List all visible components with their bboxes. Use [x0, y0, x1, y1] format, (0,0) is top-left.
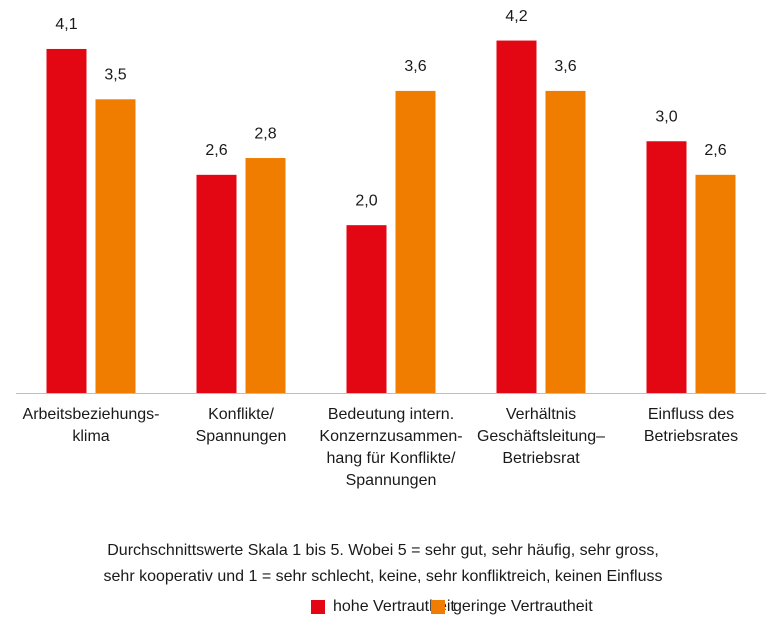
note: sehr kooperativ und 1 = sehr schlecht, k… — [104, 568, 663, 585]
x-tick-label-line: Betriebsrat — [502, 450, 580, 467]
x-tick-label: Einfluss des Betriebsrates — [644, 406, 738, 445]
value-label: 2,6 — [205, 142, 227, 159]
bar — [496, 40, 537, 393]
x-tick-label-line: Bedeutung intern. — [328, 406, 454, 423]
value-label: 3,6 — [404, 58, 426, 75]
x-tick-label-line: Spannungen — [196, 428, 287, 445]
bar — [95, 99, 136, 393]
bar — [395, 90, 436, 394]
legend-label: geringe Vertrautheit — [453, 598, 593, 615]
value-label: 4,2 — [505, 8, 527, 25]
x-tick-label: Arbeitsbeziehungs-klima — [23, 406, 160, 445]
x-tick-label-line: Einfluss des — [648, 406, 734, 423]
legend-swatch — [431, 600, 445, 614]
bar — [695, 174, 736, 393]
value-label: 4,1 — [55, 16, 77, 33]
x-tick-label-line: Arbeitsbeziehungs- — [23, 406, 160, 423]
note: Durchschnittswerte Skala 1 bis 5. Wobei … — [107, 542, 659, 559]
bar — [196, 174, 237, 393]
bar — [245, 158, 286, 393]
x-tick-label: Verhältnis Geschäftsleitung– Betriebsrat — [477, 406, 605, 467]
x-tick-label: Bedeutung intern. Konzernzusammen-hang fü… — [319, 406, 462, 489]
x-tick-label: Konflikte/Spannungen — [196, 406, 287, 445]
x-tick-label-line: Verhältnis — [506, 406, 576, 423]
x-tick-label-line: klima — [72, 428, 109, 445]
value-label: 2,8 — [254, 125, 276, 142]
bar — [646, 141, 687, 393]
x-tick-label-line: Betriebsrates — [644, 428, 738, 445]
bar — [545, 90, 586, 394]
x-tick-label-line: Geschäftsleitung– — [477, 428, 605, 445]
bar — [346, 225, 387, 393]
value-label: 3,0 — [655, 108, 677, 125]
value-label: 2,6 — [704, 142, 726, 159]
value-label: 2,0 — [355, 192, 377, 209]
bar — [46, 48, 87, 394]
x-tick-label-line: hang für Konflikte/ — [327, 450, 457, 467]
x-tick-label-line: Konflikte/ — [208, 406, 274, 423]
x-tick-label-line: Spannungen — [346, 472, 437, 489]
value-label: 3,6 — [554, 58, 576, 75]
value-label: 3,5 — [104, 67, 126, 84]
legend-label: hohe Vertrautheit — [333, 598, 455, 615]
legend-swatch — [311, 600, 325, 614]
x-tick-label-line: Konzernzusammen- — [319, 428, 462, 445]
